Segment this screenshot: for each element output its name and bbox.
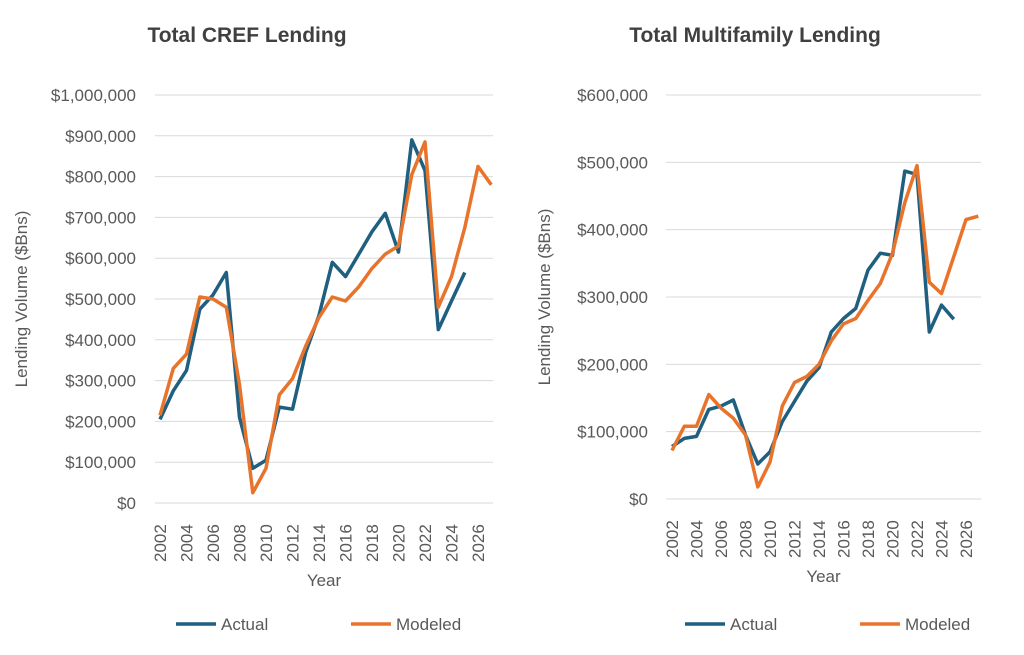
legend-label-modeled: Modeled — [905, 615, 970, 634]
chart-title: Total CREF Lending — [147, 24, 346, 47]
y-tick-label: $200,000 — [577, 355, 648, 374]
y-tick-label: $100,000 — [577, 423, 648, 442]
x-tick-label: 2016 — [835, 520, 854, 558]
x-tick-label: 2020 — [390, 524, 409, 562]
x-tick-label: 2022 — [416, 524, 435, 562]
x-tick-label: 2022 — [908, 520, 927, 558]
x-tick-label: 2016 — [337, 524, 356, 562]
x-axis-label: Year — [806, 567, 841, 586]
x-tick-label: 2020 — [884, 520, 903, 558]
cref-chart: Total CREF Lending $0 $100,000 $200,000 $300… — [12, 24, 493, 634]
y-tick-label: $1,000,000 — [51, 86, 136, 105]
x-tick-label: 2012 — [284, 524, 303, 562]
y-tick-label: $600,000 — [577, 86, 648, 105]
chart-title: Total Multifamily Lending — [629, 24, 881, 47]
x-tick-label: 2006 — [204, 524, 223, 562]
x-tick-label: 2010 — [761, 520, 780, 558]
y-tick-label: $400,000 — [577, 221, 648, 240]
y-tick-label: $800,000 — [65, 168, 136, 187]
x-tick-label: 2002 — [663, 520, 682, 558]
multifamily-chart: Total Multifamily Lending $0 $100,000 $200,… — [535, 24, 981, 634]
y-tick-label: $0 — [629, 490, 648, 509]
legend-label-actual: Actual — [730, 615, 777, 634]
y-tick-label: $300,000 — [65, 372, 136, 391]
x-tick-label: 2014 — [310, 524, 329, 562]
y-tick-label: $500,000 — [577, 153, 648, 172]
y-tick-label: $100,000 — [65, 453, 136, 472]
legend-label-actual: Actual — [221, 615, 268, 634]
x-tick-label: 2012 — [786, 520, 805, 558]
y-tick-label: $300,000 — [577, 288, 648, 307]
y-tick-label: $400,000 — [65, 331, 136, 350]
x-axis-label: Year — [307, 571, 342, 590]
y-tick-label: $500,000 — [65, 290, 136, 309]
x-tick-label: 2026 — [957, 520, 976, 558]
x-tick-label: 2002 — [151, 524, 170, 562]
x-tick-label: 2024 — [443, 524, 462, 562]
x-tick-label: 2006 — [712, 520, 731, 558]
x-tick-label: 2010 — [257, 524, 276, 562]
x-tick-label: 2008 — [737, 520, 756, 558]
x-tick-label: 2014 — [810, 520, 829, 558]
y-tick-label: $900,000 — [65, 127, 136, 146]
series-line-actual — [160, 140, 465, 468]
legend-label-modeled: Modeled — [396, 615, 461, 634]
x-tick-label: 2018 — [859, 520, 878, 558]
x-tick-label: 2004 — [178, 524, 197, 562]
y-tick-label: $0 — [117, 494, 136, 513]
series-line-modeled — [160, 142, 491, 493]
y-axis-label: Lending Volume ($Bns) — [535, 209, 554, 386]
x-tick-label: 2024 — [933, 520, 952, 558]
series-line-actual — [672, 171, 954, 464]
x-tick-label: 2026 — [469, 524, 488, 562]
x-tick-label: 2004 — [688, 520, 707, 558]
y-tick-label: $700,000 — [65, 208, 136, 227]
y-tick-label: $600,000 — [65, 249, 136, 268]
x-tick-label: 2018 — [363, 524, 382, 562]
y-axis-label: Lending Volume ($Bns) — [12, 211, 31, 388]
y-tick-label: $200,000 — [65, 412, 136, 431]
x-tick-label: 2008 — [231, 524, 250, 562]
